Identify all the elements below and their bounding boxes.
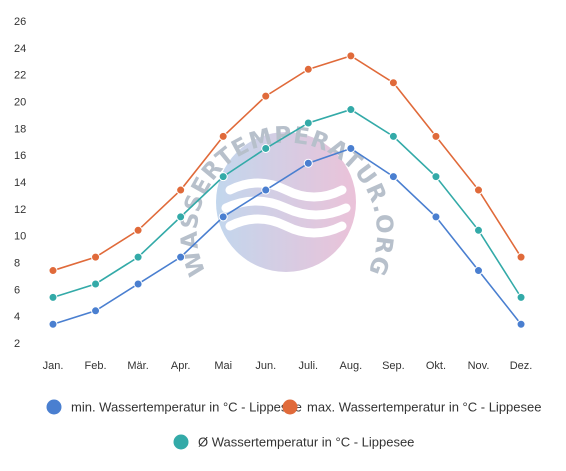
data-point[interactable] (431, 172, 441, 182)
data-point[interactable] (346, 105, 356, 115)
data-point[interactable] (133, 252, 143, 262)
x-tick-label: Nov. (468, 360, 490, 372)
x-tick-label: Juli. (299, 360, 319, 372)
data-point[interactable] (48, 319, 58, 329)
data-point[interactable] (48, 292, 58, 302)
data-point[interactable] (516, 292, 526, 302)
legend-item[interactable]: max. Wassertemperatur in °C - Lippesee (282, 399, 542, 415)
data-point[interactable] (133, 225, 143, 235)
legend: min. Wassertemperatur in °C - Lippesee ma… (46, 399, 542, 450)
series-3 (48, 105, 526, 302)
legend-item[interactable]: Ø Wassertemperatur in °C - Lippesee (173, 434, 415, 450)
data-point[interactable] (303, 118, 313, 128)
x-axis: Jan. Feb. Mär. Apr. Mai Jun. Juli. Aug. Sep. Okt.… (43, 360, 533, 372)
data-point[interactable] (474, 185, 483, 195)
x-tick-label: Feb. (85, 360, 107, 372)
data-point[interactable] (48, 266, 58, 276)
x-tick-label: Okt. (426, 360, 446, 372)
y-tick-label: 8 (14, 258, 20, 270)
y-tick-label: 20 (14, 97, 26, 109)
y-tick-label: 22 (14, 70, 26, 82)
x-tick-label: Apr. (171, 360, 191, 372)
series-layer (48, 51, 526, 329)
data-point[interactable] (516, 319, 526, 329)
data-point[interactable] (91, 252, 101, 262)
x-tick-label: Mär. (127, 360, 148, 372)
series-1 (48, 143, 526, 329)
y-tick-label: 16 (14, 150, 26, 162)
data-point[interactable] (133, 279, 143, 289)
data-point[interactable] (261, 91, 271, 101)
data-point[interactable] (176, 185, 186, 195)
data-point[interactable] (91, 279, 101, 289)
y-tick-label: 10 (14, 231, 26, 243)
data-point[interactable] (474, 266, 483, 276)
data-point[interactable] (474, 225, 483, 235)
x-tick-label: Mai (214, 360, 232, 372)
data-point[interactable] (431, 131, 441, 141)
data-point[interactable] (516, 252, 526, 262)
y-tick-label: 12 (14, 204, 26, 216)
data-point[interactable] (303, 64, 313, 74)
x-tick-label: Jan. (43, 360, 64, 372)
data-point[interactable] (176, 212, 186, 222)
x-tick-label: Jun. (255, 360, 276, 372)
legend-marker (173, 434, 189, 450)
series-line (52, 147, 522, 325)
legend-marker (46, 399, 62, 415)
data-point[interactable] (218, 172, 228, 182)
legend-label: min. Wassertemperatur in °C - Lippesee (71, 400, 302, 415)
series-2 (48, 51, 526, 276)
legend-label: max. Wassertemperatur in °C - Lippesee (307, 400, 541, 415)
data-point[interactable] (218, 212, 228, 222)
y-tick-label: 4 (14, 311, 20, 323)
data-point[interactable] (261, 143, 271, 153)
legend-label: Ø Wassertemperatur in °C - Lippesee (198, 435, 414, 450)
legend-item[interactable]: min. Wassertemperatur in °C - Lippesee (46, 399, 302, 415)
data-point[interactable] (346, 51, 356, 61)
y-tick-label: 6 (14, 284, 20, 296)
data-point[interactable] (346, 143, 356, 153)
y-tick-label: 18 (14, 123, 26, 135)
data-point[interactable] (176, 252, 186, 262)
series-line (52, 108, 522, 299)
series-line (52, 55, 522, 272)
y-tick-label: 2 (14, 338, 20, 350)
x-tick-label: Aug. (340, 360, 363, 372)
y-tick-label: 14 (14, 177, 26, 189)
y-tick-label: 26 (14, 16, 26, 28)
watermark-logo: WASSERTEMPERATUR.ORG (177, 123, 397, 280)
legend-marker (282, 399, 298, 415)
data-point[interactable] (261, 185, 271, 195)
x-tick-label: Sep. (382, 360, 405, 372)
data-point[interactable] (303, 158, 313, 168)
data-point[interactable] (388, 172, 398, 182)
y-tick-label: 24 (14, 43, 26, 55)
data-point[interactable] (431, 212, 441, 222)
data-point[interactable] (91, 306, 101, 316)
data-point[interactable] (388, 131, 398, 141)
data-point[interactable] (388, 78, 398, 88)
x-tick-label: Dez. (510, 360, 533, 372)
data-point[interactable] (218, 131, 228, 141)
